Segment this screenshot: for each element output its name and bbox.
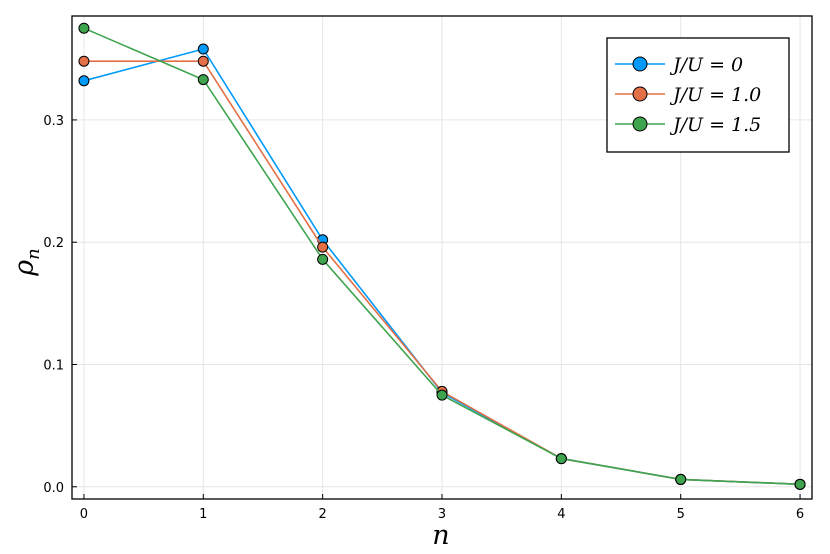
y-tick-label: 0.0 [43,481,64,496]
data-point [317,253,329,265]
data-point [436,389,448,401]
legend-marker [632,86,648,102]
data-point [794,478,806,490]
legend-item: J/U = 1.0 [615,84,761,106]
legend: J/U = 0 J/U = 1.0 J/U = 1.5 [606,37,790,153]
svg-text:ρn: ρn [9,248,44,276]
y-axis-label: ρn [9,248,44,276]
legend-marker [632,116,648,132]
x-tick-label: 0 [80,507,88,522]
y-tick-label: 0.1 [43,358,64,373]
series-3 [78,22,806,490]
legend-label: J/U = 1.0 [669,84,761,106]
data-point [555,453,567,465]
data-point [197,55,209,67]
x-tick-label: 2 [319,507,327,522]
legend-label: J/U = 1.5 [669,114,761,136]
data-point [78,22,90,34]
x-tick-label: 1 [199,507,207,522]
data-point [317,241,329,253]
data-point [197,43,209,55]
data-point [197,74,209,86]
x-axis-label: n [432,520,449,551]
legend-item: J/U = 0 [615,54,743,76]
x-tick-label: 3 [438,507,446,522]
ticks: 0 1 2 3 4 5 6 0.0 0.1 0.2 0.3 [43,114,804,522]
legend-label: J/U = 0 [669,54,743,76]
legend-item: J/U = 1.5 [615,114,761,136]
data-point [675,473,687,485]
legend-marker [632,56,648,72]
data-point [78,55,90,67]
x-tick-label: 6 [796,507,804,522]
y-tick-label: 0.3 [43,114,64,129]
x-tick-label: 5 [677,507,685,522]
y-axis-label-main: ρ [9,260,40,277]
x-tick-label: 4 [557,507,565,522]
y-axis-label-sub: n [23,248,44,260]
data-point [78,75,90,87]
y-tick-label: 0.2 [43,236,64,251]
series-layer [78,22,806,490]
